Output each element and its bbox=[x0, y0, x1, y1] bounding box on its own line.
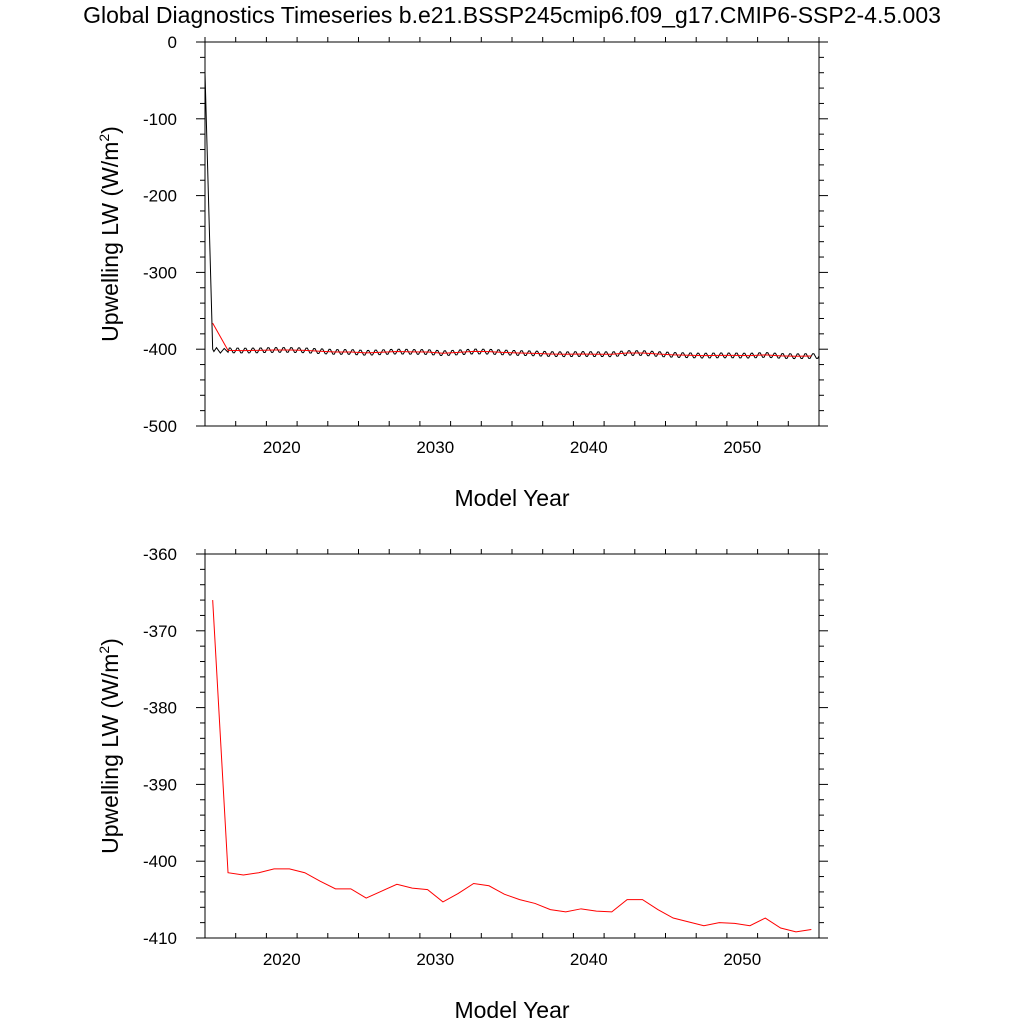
y-tick-label: -360 bbox=[143, 545, 177, 564]
y-tick-label: -400 bbox=[143, 852, 177, 871]
bottom-panel: 2020 2030 2040 2050 -360 -370 -380 -390 -400 -410… bbox=[96, 545, 828, 1023]
chart-title: Global Diagnostics Timeseries b.e21.BSSP… bbox=[83, 2, 941, 28]
x-tick-label: 2050 bbox=[723, 438, 761, 457]
y-tick-label: -390 bbox=[143, 775, 177, 794]
y-tick-label: -200 bbox=[143, 187, 177, 206]
x-tick-label: 2040 bbox=[570, 950, 608, 969]
series-line-monthly bbox=[205, 72, 819, 360]
y-tick-label: -300 bbox=[143, 263, 177, 282]
y-tick-label: -500 bbox=[143, 417, 177, 436]
y-tick-label: -370 bbox=[143, 622, 177, 641]
plot-frame bbox=[204, 553, 820, 939]
x-tick-label: 2050 bbox=[723, 950, 761, 969]
y-tick-label: -100 bbox=[143, 110, 177, 129]
y-tick-label: 0 bbox=[168, 33, 177, 52]
plot-frame bbox=[204, 41, 820, 427]
y-axis-label: Upwelling LW (W/m2) bbox=[96, 638, 123, 854]
x-axis-label: Model Year bbox=[454, 485, 569, 511]
series-line-annual bbox=[212, 322, 812, 357]
series-line-annual bbox=[212, 600, 812, 933]
x-tick-label: 2040 bbox=[570, 438, 608, 457]
x-tick-label: 2020 bbox=[263, 438, 301, 457]
y-tick-label: -380 bbox=[143, 699, 177, 718]
y-tick-label: -410 bbox=[143, 929, 177, 948]
x-axis-label: Model Year bbox=[454, 997, 569, 1023]
x-tick-label: 2030 bbox=[416, 438, 454, 457]
x-tick-label: 2030 bbox=[416, 950, 454, 969]
y-axis-label: Upwelling LW (W/m2) bbox=[96, 126, 123, 342]
y-tick-label: -400 bbox=[143, 340, 177, 359]
top-panel: 2020 2030 2040 2050 0 -100 -200 -300 -400 -500 Mod… bbox=[96, 33, 828, 511]
x-tick-label: 2020 bbox=[263, 950, 301, 969]
